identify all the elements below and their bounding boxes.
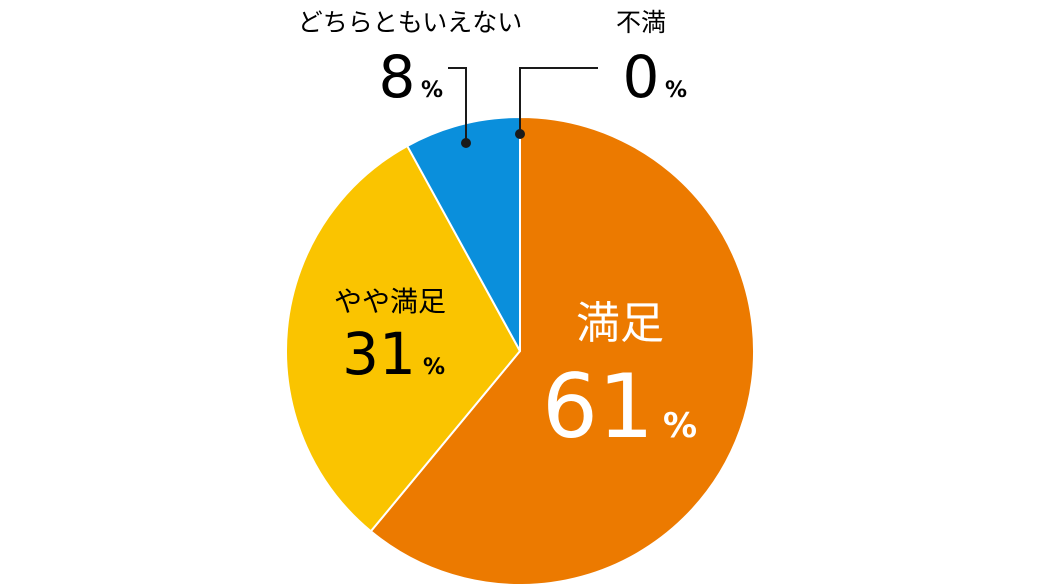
slice-neutral bbox=[406, 116, 521, 352]
label-somewhat-satisfied: やや満足 31 % bbox=[334, 285, 446, 388]
label-somewhat-satisfied-value: 31 bbox=[342, 320, 416, 388]
label-neutral-percent: % bbox=[421, 78, 443, 103]
leader-lines bbox=[448, 67, 598, 148]
slice-satisfied bbox=[369, 116, 755, 585]
leader-dot-neutral bbox=[461, 138, 471, 148]
label-satisfied-percent: % bbox=[663, 406, 697, 446]
slice-somewhat-satisfied bbox=[285, 144, 521, 533]
label-dissatisfied-value: 0 bbox=[623, 43, 660, 111]
label-neutral: どちらともいえない 8 % bbox=[298, 8, 523, 111]
label-satisfied: 満足 61 % bbox=[542, 298, 697, 458]
label-satisfied-value: 61 bbox=[542, 355, 654, 458]
leader-line-neutral bbox=[448, 67, 467, 143]
label-satisfied-name: 満足 bbox=[576, 298, 664, 349]
pie-slices bbox=[285, 116, 755, 585]
label-neutral-value: 8 bbox=[379, 43, 416, 111]
label-dissatisfied-percent: % bbox=[665, 78, 687, 103]
label-somewhat-satisfied-percent: % bbox=[423, 355, 445, 380]
leader-line-dissatisfied bbox=[519, 67, 598, 134]
label-somewhat-satisfied-name: やや満足 bbox=[334, 285, 446, 318]
label-dissatisfied-name: 不満 bbox=[616, 8, 666, 37]
label-neutral-name: どちらともいえない bbox=[298, 8, 523, 37]
label-dissatisfied: 不満 0 % bbox=[616, 8, 687, 111]
leader-dot-dissatisfied bbox=[515, 129, 525, 139]
